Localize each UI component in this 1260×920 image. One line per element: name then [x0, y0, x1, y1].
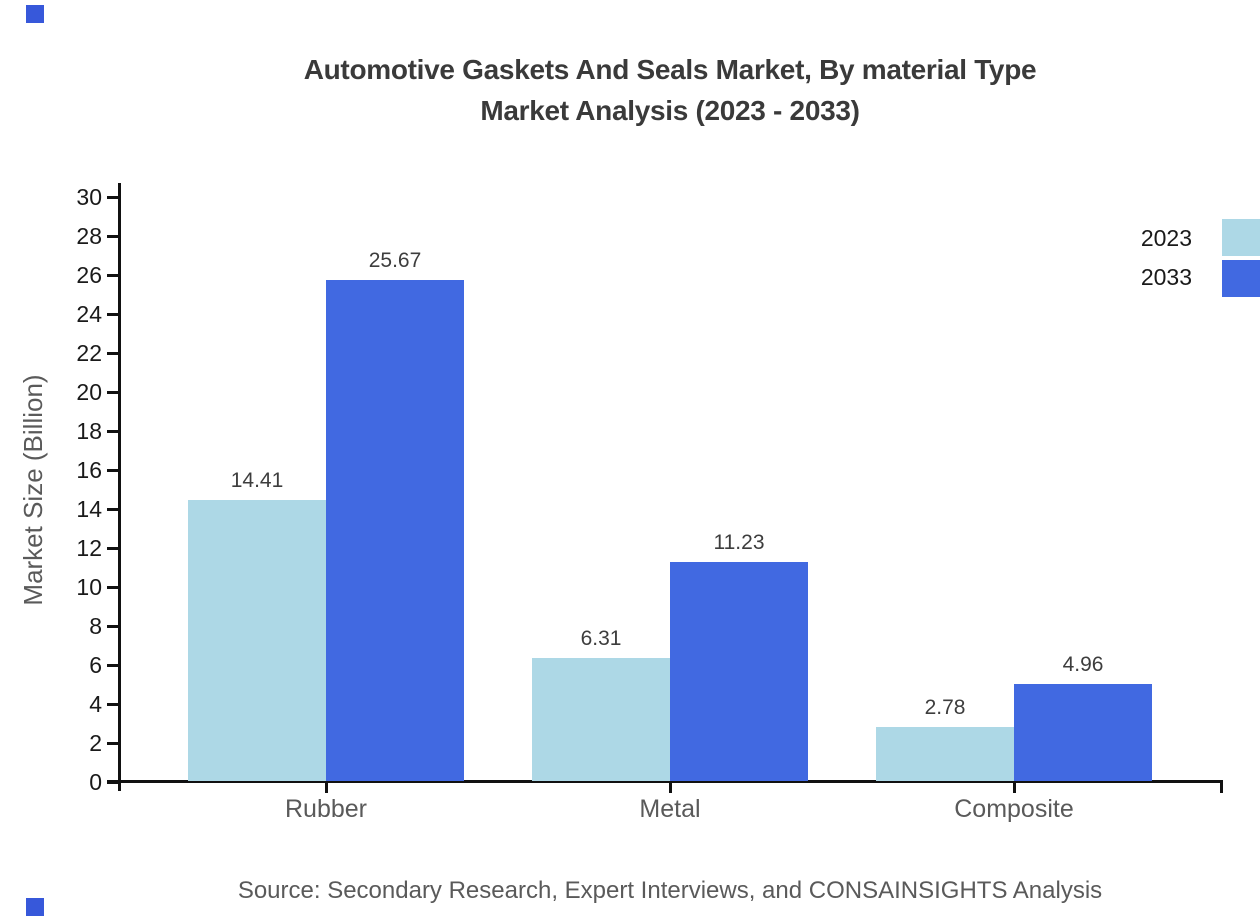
y-tick-label: 20	[76, 379, 102, 405]
corner-accent-bottom	[26, 898, 44, 916]
y-tick-label: 16	[76, 457, 102, 483]
y-tick-mark	[107, 741, 118, 745]
y-tick-mark	[107, 312, 118, 316]
y-tick-mark	[107, 702, 118, 706]
y-tick-label: 4	[89, 691, 102, 717]
x-category-label-composite: Composite	[954, 795, 1074, 823]
y-tick-label: 26	[76, 262, 102, 288]
y-tick-label: 22	[76, 340, 102, 366]
legend-label-2023: 2023	[1140, 225, 1192, 251]
corner-accent-top	[26, 5, 44, 23]
y-tick-mark	[107, 780, 118, 784]
y-tick-mark	[107, 585, 118, 589]
y-tick-label: 10	[76, 574, 102, 600]
bar-value-label: 2.78	[924, 695, 966, 719]
y-tick-label: 6	[89, 652, 102, 678]
source-note: Source: Secondary Research, Expert Inter…	[237, 877, 1103, 904]
y-tick-label: 12	[76, 535, 102, 561]
legend-swatch-2023	[1222, 219, 1260, 256]
y-tick-label: 8	[89, 613, 102, 639]
x-tick-mark	[668, 783, 672, 793]
y-tick-mark	[107, 624, 118, 628]
legend-swatch-2033	[1222, 260, 1260, 297]
bar-2033-composite	[1014, 684, 1152, 781]
y-tick-mark	[107, 663, 118, 667]
bar-value-label: 11.23	[713, 531, 765, 554]
x-axis-line	[107, 780, 1223, 783]
bar-2033-metal	[670, 562, 808, 781]
y-axis-line	[118, 183, 121, 791]
chart-title-line2: Market Analysis (2023 - 2033)	[480, 95, 860, 126]
bar-value-label: 14.41	[230, 469, 284, 492]
bar-value-label: 25.67	[368, 249, 422, 273]
x-category-label-rubber: Rubber	[285, 795, 367, 823]
x-tick-mark	[324, 783, 328, 793]
bar-value-label: 4.96	[1062, 653, 1104, 677]
y-tick-mark	[107, 429, 118, 433]
x-category-label-metal: Metal	[639, 795, 701, 823]
bar-value-label: 6.31	[580, 626, 622, 650]
y-tick-mark	[107, 507, 118, 511]
legend-label-2033: 2033	[1140, 264, 1192, 290]
bar-2023-composite	[876, 726, 1014, 781]
x-axis-end-tick	[1220, 783, 1223, 793]
y-tick-label: 2	[89, 730, 102, 756]
bar-2023-rubber	[188, 500, 326, 781]
y-tick-label: 30	[76, 184, 102, 210]
y-tick-label: 18	[76, 418, 102, 444]
y-tick-mark	[107, 546, 118, 550]
y-tick-label: 14	[76, 496, 102, 522]
y-tick-mark	[107, 351, 118, 355]
bar-2023-metal	[532, 657, 670, 781]
y-tick-label: 0	[89, 769, 102, 795]
y-tick-mark	[107, 390, 118, 394]
x-tick-mark	[1012, 783, 1016, 793]
chart-title: Automotive Gaskets And Seals Market, By …	[80, 49, 1260, 131]
chart-title-line1: Automotive Gaskets And Seals Market, By …	[303, 54, 1037, 85]
y-tick-mark	[107, 234, 118, 238]
y-tick-mark	[107, 468, 118, 472]
bar-2033-rubber	[326, 280, 464, 781]
y-tick-mark	[107, 273, 118, 277]
y-tick-label: 24	[76, 301, 102, 327]
y-tick-label: 28	[76, 223, 102, 249]
y-tick-mark	[107, 195, 118, 199]
